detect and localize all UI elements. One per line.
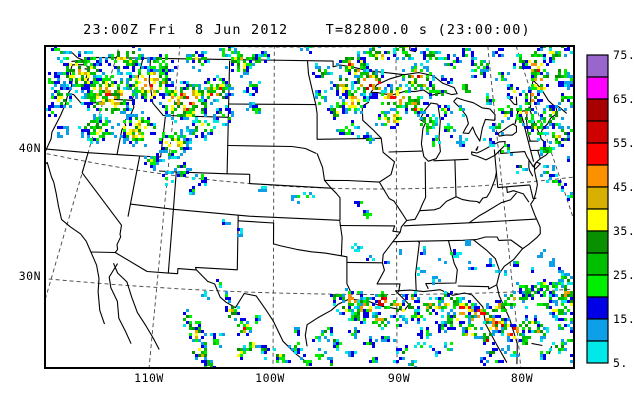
border-lat37 — [130, 203, 340, 221]
border-mn-west — [306, 61, 382, 140]
colorbar-segment-3 — [586, 120, 609, 144]
lon-label-110W: 110W — [134, 371, 164, 385]
lon-label-90W: 90W — [388, 371, 410, 385]
border-lake-st-clair — [475, 146, 479, 151]
border-nh-me — [528, 106, 541, 137]
colorbar-segment-8 — [586, 230, 609, 254]
border-mx-mainland-coast — [112, 262, 160, 350]
border-ar-west — [339, 220, 352, 299]
colorbar-legend: 75. 65. 55. 45. 35. 25. 15. 5. — [586, 48, 635, 370]
border-ma-ct-ri — [530, 149, 541, 152]
parallel-40N — [45, 153, 574, 190]
border-al-ga-fl — [425, 240, 458, 290]
border-ia-mo — [324, 179, 380, 183]
radar-cells-level-4 — [51, 46, 574, 368]
colorbar-label-35.: 35. — [613, 224, 635, 238]
colorbar-segment-13 — [586, 340, 609, 364]
lon-label-80W: 80W — [511, 371, 533, 385]
colorbar-segment-4 — [586, 142, 609, 166]
colorbar-label-65.: 65. — [613, 92, 635, 106]
border-mo-west — [316, 153, 341, 221]
border-ny-pa-nj — [499, 149, 534, 177]
border-ms-al — [414, 241, 420, 292]
border-az-nm — [167, 209, 174, 274]
colorbar-segment-0 — [586, 54, 609, 78]
colorbar-segment-7 — [586, 208, 609, 232]
border-long-island — [533, 161, 541, 171]
state-borders-layer — [45, 46, 568, 365]
colorbar-label-15.: 15. — [613, 312, 635, 326]
colorbar-segment-9 — [586, 252, 609, 276]
colorbar-segment-11 — [586, 296, 609, 320]
colorbar-segment-10 — [586, 274, 609, 298]
border-potomac — [506, 186, 530, 203]
border-ky-wv-va — [468, 192, 517, 224]
border-ottawa-river — [506, 95, 518, 106]
radar-reflectivity-layer — [45, 46, 574, 368]
border-nv-ut — [127, 155, 141, 217]
plot-title: 23:00Z Fri 8 Jun 2012 T=82800.0 s (23:00… — [83, 22, 531, 38]
border-lake-erie — [471, 140, 506, 161]
border-ky-tn-va-nc — [403, 218, 537, 227]
border-lat35 — [392, 239, 477, 243]
border-lake-nipigon — [409, 46, 417, 53]
border-nd-sd — [228, 103, 316, 106]
border-wi-il — [388, 150, 423, 153]
border-sd-ne — [227, 144, 317, 155]
border-mississippi-river — [361, 106, 408, 293]
parallel-30N — [45, 278, 574, 295]
meridian-120W — [45, 46, 120, 302]
border-il-in — [419, 161, 427, 211]
border-mo-ar — [339, 224, 401, 233]
colorbar-label-75.: 75. — [613, 48, 635, 62]
map-frame — [44, 45, 575, 369]
border-west-coast — [45, 64, 92, 253]
colorbar-segment-2 — [586, 98, 609, 122]
colorbar-segment-5 — [586, 164, 609, 188]
border-gulf-coast — [304, 289, 508, 363]
radar-cells-level-2 — [48, 46, 574, 368]
meridian-90W — [395, 46, 398, 368]
border-ny-nj — [528, 159, 534, 168]
border-lake-huron — [453, 97, 496, 142]
border-oh-pa-md — [493, 149, 530, 189]
border-ohio-river — [406, 172, 497, 222]
meridian-100W — [272, 46, 275, 368]
border-baja-pacific — [90, 251, 106, 325]
border-bahamas-1 — [531, 342, 543, 347]
border-lake-ontario — [497, 123, 518, 137]
border-baja-gulf — [108, 263, 132, 344]
colorbar-segment-1 — [586, 76, 609, 100]
lat-label-40N: 40N — [19, 141, 41, 155]
border-ga-sc — [473, 239, 500, 270]
axis-labels: 40N 30N 110W 100W 90W 80W — [19, 141, 533, 385]
border-ca-nv-az — [81, 152, 123, 253]
border-ok-tx — [238, 220, 342, 257]
colorbar-segment-12 — [586, 318, 609, 342]
border-nm-tx — [194, 215, 239, 271]
border-delaware — [529, 184, 537, 199]
border-in-oh — [454, 159, 457, 197]
border-ga-fl — [457, 284, 497, 290]
border-ne-ks — [249, 174, 332, 189]
colorbar-label-45.: 45. — [613, 180, 635, 194]
colorbar-label-5.: 5. — [613, 356, 628, 370]
colorbar-label-55.: 55. — [613, 136, 635, 150]
colorbar-label-25.: 25. — [613, 268, 635, 282]
lon-label-100W: 100W — [255, 371, 285, 385]
lat-label-30N: 30N — [19, 269, 41, 283]
border-mi-south — [433, 158, 469, 162]
border-ct-ri — [537, 150, 541, 159]
border-ut-co — [172, 171, 177, 210]
border-canada-border-west — [85, 56, 405, 76]
meridian-110W — [148, 46, 181, 368]
border-nc-sc — [475, 236, 523, 249]
colorbar-segment-6 — [586, 186, 609, 210]
